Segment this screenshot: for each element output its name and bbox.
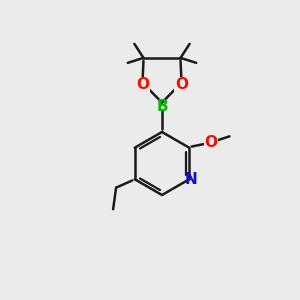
Text: O: O [204,135,218,150]
Text: N: N [185,172,198,187]
Text: B: B [156,99,168,114]
Text: O: O [136,77,149,92]
Text: O: O [175,77,188,92]
